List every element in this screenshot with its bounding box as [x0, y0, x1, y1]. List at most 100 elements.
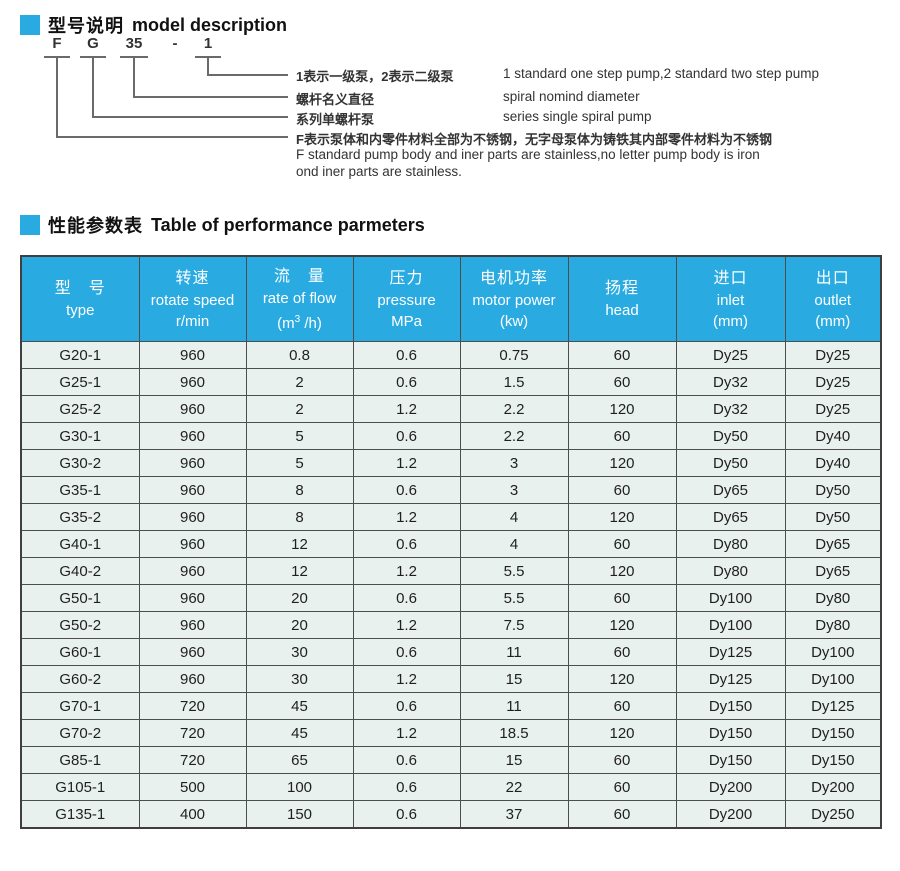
cell: 400 [138, 800, 247, 829]
cell: 20 [245, 584, 354, 612]
table-row: G50-1 960 20 0.6 5.5 60 Dy100 Dy80 [20, 584, 882, 612]
blue-square-icon [20, 215, 40, 235]
cell: 60 [567, 476, 677, 504]
model-part-dash: - [172, 35, 178, 52]
cell: 720 [138, 746, 247, 774]
cell: Dy125 [784, 692, 882, 720]
cell: Dy150 [675, 719, 786, 747]
model-part-series: G [87, 35, 99, 52]
cell: Dy80 [784, 611, 882, 639]
connector-horizontal-F [56, 136, 288, 138]
cell: 960 [138, 665, 247, 693]
explanation-diameter-en: spiral nomind diameter [503, 89, 640, 104]
header-rate-of-flow: 流 量 rate of flow (m3 /h) [245, 255, 354, 342]
cell: 45 [245, 719, 354, 747]
cell: 960 [138, 341, 247, 369]
explanation-steps-en: 1 standard one step pump,2 standard two … [503, 66, 819, 81]
cell: 0.75 [459, 341, 569, 369]
cell: G135-1 [20, 800, 140, 829]
cell: 960 [138, 611, 247, 639]
cell: 5 [245, 449, 354, 477]
cell: 45 [245, 692, 354, 720]
cell: 30 [245, 638, 354, 666]
cell: 0.6 [352, 638, 461, 666]
connector-vertical-G [92, 57, 94, 117]
cell: Dy80 [784, 584, 882, 612]
cell: 720 [138, 719, 247, 747]
cell: Dy50 [784, 476, 882, 504]
cell: 960 [138, 638, 247, 666]
cell: 60 [567, 638, 677, 666]
connector-horizontal-G [92, 116, 288, 118]
cell: Dy150 [784, 719, 882, 747]
cell: Dy150 [675, 692, 786, 720]
header-rotate-speed: 转速 rotate speed r/min [138, 255, 247, 342]
cell: 120 [567, 557, 677, 585]
cell: 60 [567, 746, 677, 774]
header-head: 扬程 head [567, 255, 677, 342]
cell: 1.2 [352, 395, 461, 423]
header-inlet: 进口 inlet (mm) [675, 255, 786, 342]
cell: G60-2 [20, 665, 140, 693]
table-row: G105-1 500 100 0.6 22 60 Dy200 Dy200 [20, 773, 882, 801]
cell: 960 [138, 449, 247, 477]
cell: 60 [567, 800, 677, 829]
cell: 4 [459, 503, 569, 531]
table-row: G135-1 400 150 0.6 37 60 Dy200 Dy250 [20, 800, 882, 829]
cell: 60 [567, 692, 677, 720]
cell: G25-1 [20, 368, 140, 396]
cell: 22 [459, 773, 569, 801]
cell: 0.6 [352, 530, 461, 558]
cell: Dy25 [784, 341, 882, 369]
cell: 15 [459, 665, 569, 693]
cell: 1.2 [352, 719, 461, 747]
cell: Dy125 [675, 665, 786, 693]
cell: Dy65 [784, 530, 882, 558]
cell: 1.2 [352, 503, 461, 531]
model-part-steps: 1 [203, 35, 213, 52]
table-row: G40-1 960 12 0.6 4 60 Dy80 Dy65 [20, 530, 882, 558]
table-row: G30-1 960 5 0.6 2.2 60 Dy50 Dy40 [20, 422, 882, 450]
cell: Dy25 [784, 368, 882, 396]
cell: 5.5 [459, 584, 569, 612]
cell: 4 [459, 530, 569, 558]
cell: G70-1 [20, 692, 140, 720]
section1-title-en: model description [132, 14, 288, 35]
cell: G30-1 [20, 422, 140, 450]
cell: 60 [567, 773, 677, 801]
performance-table: 型 号 type 转速 rotate speed r/min 流 量 rate … [20, 255, 882, 829]
explanation-material-en-line1: F standard pump body and iner parts are … [296, 147, 760, 162]
cell: Dy100 [675, 584, 786, 612]
cell: G35-1 [20, 476, 140, 504]
cell: 1.2 [352, 557, 461, 585]
cell: 12 [245, 530, 354, 558]
cell: 11 [459, 692, 569, 720]
cell: 120 [567, 665, 677, 693]
cell: G20-1 [20, 341, 140, 369]
cell: Dy65 [675, 503, 786, 531]
table-row: G50-2 960 20 1.2 7.5 120 Dy100 Dy80 [20, 611, 882, 639]
connector-vertical-35 [133, 57, 135, 97]
table-row: G30-2 960 5 1.2 3 120 Dy50 Dy40 [20, 449, 882, 477]
cell: 60 [567, 368, 677, 396]
cell: 960 [138, 395, 247, 423]
cell: Dy50 [784, 503, 882, 531]
connector-horizontal-35 [133, 96, 288, 98]
cell: 60 [567, 341, 677, 369]
table-row: G20-1 960 0.8 0.6 0.75 60 Dy25 Dy25 [20, 341, 882, 369]
cell: 100 [245, 773, 354, 801]
table-body: G20-1 960 0.8 0.6 0.75 60 Dy25 Dy25 G25-1 960 2 0.6… [20, 341, 882, 829]
table-row: G60-1 960 30 0.6 11 60 Dy125 Dy100 [20, 638, 882, 666]
cell: G40-2 [20, 557, 140, 585]
cell: 120 [567, 449, 677, 477]
cell: 960 [138, 422, 247, 450]
cell: 5 [245, 422, 354, 450]
cell: Dy40 [784, 422, 882, 450]
cell: Dy65 [784, 557, 882, 585]
explanation-series-zh: 系列单螺杆泵 [296, 112, 375, 127]
table-row: G35-2 960 8 1.2 4 120 Dy65 Dy50 [20, 503, 882, 531]
cell: Dy100 [784, 665, 882, 693]
cell: G40-1 [20, 530, 140, 558]
cell: Dy200 [675, 800, 786, 829]
cell: 1.2 [352, 611, 461, 639]
